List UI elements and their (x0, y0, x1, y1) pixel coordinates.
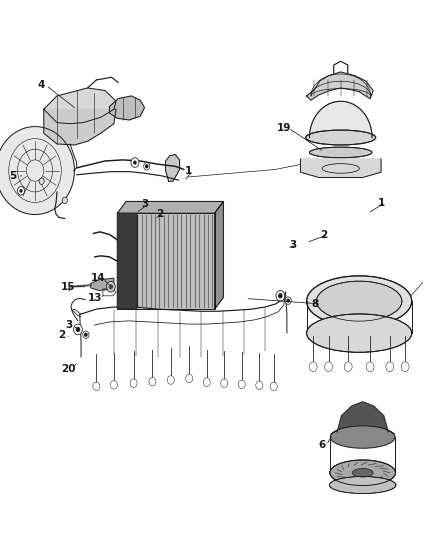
Circle shape (62, 197, 67, 204)
Circle shape (131, 158, 139, 167)
Text: 8: 8 (312, 299, 319, 309)
Text: 2: 2 (59, 330, 66, 340)
Circle shape (76, 327, 80, 332)
Polygon shape (215, 201, 223, 309)
Ellipse shape (329, 477, 396, 494)
Text: 2: 2 (156, 209, 163, 219)
Bar (117, 213, 215, 309)
Text: 14: 14 (91, 273, 106, 283)
Circle shape (18, 187, 25, 195)
Circle shape (130, 379, 137, 387)
Text: 6: 6 (318, 440, 325, 450)
Ellipse shape (306, 130, 376, 145)
Ellipse shape (352, 469, 373, 477)
Ellipse shape (310, 147, 372, 158)
Circle shape (20, 189, 22, 192)
Circle shape (276, 290, 285, 301)
Circle shape (186, 374, 193, 383)
Ellipse shape (330, 426, 395, 448)
Text: 5: 5 (10, 171, 17, 181)
Circle shape (285, 297, 291, 304)
Polygon shape (337, 402, 388, 432)
Text: 3: 3 (141, 199, 148, 208)
Circle shape (74, 324, 82, 335)
Text: 1: 1 (378, 198, 385, 207)
Circle shape (279, 294, 282, 298)
Text: 13: 13 (88, 294, 103, 303)
Circle shape (109, 285, 113, 289)
Circle shape (106, 281, 115, 292)
Ellipse shape (316, 281, 402, 321)
Polygon shape (117, 201, 223, 213)
Circle shape (39, 178, 44, 184)
Circle shape (366, 362, 374, 372)
Circle shape (93, 382, 100, 391)
Circle shape (256, 381, 263, 390)
Circle shape (203, 378, 210, 386)
Text: 1: 1 (185, 166, 192, 175)
Polygon shape (310, 101, 372, 138)
Circle shape (325, 362, 332, 372)
Text: 20: 20 (60, 364, 75, 374)
Circle shape (110, 381, 117, 389)
Polygon shape (44, 109, 116, 145)
Circle shape (149, 377, 156, 386)
Polygon shape (300, 159, 381, 177)
Text: 4: 4 (38, 80, 45, 90)
Circle shape (167, 376, 174, 384)
Ellipse shape (307, 314, 412, 352)
Circle shape (221, 379, 228, 387)
Polygon shape (307, 72, 373, 100)
Circle shape (145, 165, 148, 168)
Polygon shape (44, 88, 116, 124)
Text: 15: 15 (60, 282, 75, 292)
Circle shape (83, 331, 89, 338)
Circle shape (287, 299, 290, 302)
Ellipse shape (307, 276, 412, 326)
Circle shape (134, 161, 136, 164)
Circle shape (401, 362, 409, 372)
Circle shape (270, 382, 277, 391)
Ellipse shape (330, 460, 396, 486)
Polygon shape (166, 155, 180, 181)
Circle shape (309, 362, 317, 372)
Circle shape (85, 333, 87, 336)
Text: 3: 3 (66, 320, 73, 330)
Text: 2: 2 (321, 230, 328, 239)
Polygon shape (0, 127, 74, 214)
Polygon shape (91, 278, 114, 290)
Circle shape (386, 362, 394, 372)
Circle shape (238, 380, 245, 389)
Polygon shape (110, 96, 145, 120)
Text: 3: 3 (289, 240, 296, 250)
Bar (117, 213, 137, 309)
Circle shape (344, 362, 352, 372)
Text: 19: 19 (277, 123, 291, 133)
Circle shape (144, 163, 150, 170)
